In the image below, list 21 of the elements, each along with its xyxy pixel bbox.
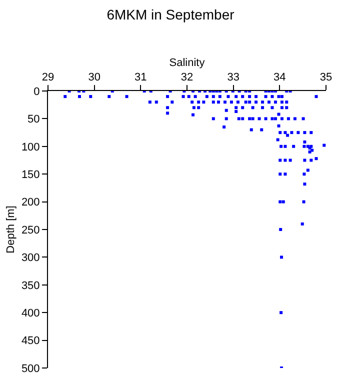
x-tick-label: 33 xyxy=(227,72,240,84)
y-tick-label: 50 xyxy=(28,114,40,126)
y-tick-label: 350 xyxy=(21,280,40,292)
x-tick-label: 34 xyxy=(274,72,286,84)
x-tick-label: 31 xyxy=(134,72,147,84)
y-tick-label: 0 xyxy=(34,86,40,98)
x-tick-label: 29 xyxy=(42,72,54,84)
y-tick-label: 450 xyxy=(21,335,40,348)
x-tick-label: 35 xyxy=(320,72,332,84)
x-tick-label: 32 xyxy=(180,72,194,84)
y-tick-label: 150 xyxy=(21,168,40,181)
y-tick-label: 250 xyxy=(21,224,40,236)
x-axis-title: Salinity xyxy=(169,57,206,70)
y-axis-title: Depth [m] xyxy=(5,206,18,254)
chart-title: 6MKM in September xyxy=(106,6,235,22)
y-tick-label: 400 xyxy=(21,307,40,320)
y-tick-label: 300 xyxy=(21,252,40,264)
y-tick-label: 200 xyxy=(21,196,40,209)
y-tick-label: 500 xyxy=(21,362,40,375)
y-tick-label: 100 xyxy=(21,141,40,154)
x-tick-label: 30 xyxy=(88,72,100,84)
